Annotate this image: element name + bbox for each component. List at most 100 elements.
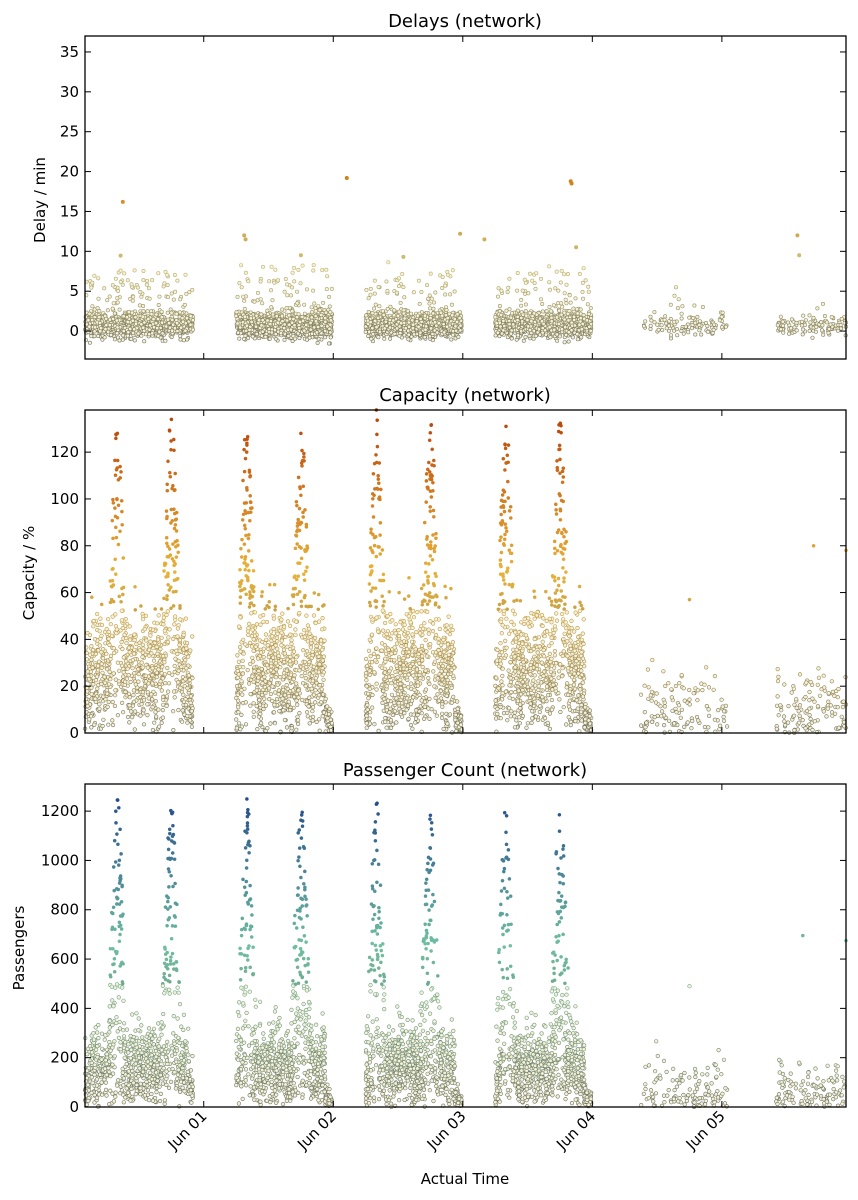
data-point bbox=[668, 333, 673, 338]
data-point bbox=[410, 318, 415, 323]
data-point bbox=[130, 318, 135, 323]
data-point bbox=[649, 318, 654, 323]
data-point bbox=[121, 556, 126, 560]
data-point bbox=[800, 332, 805, 337]
data-point bbox=[125, 315, 130, 320]
data-point bbox=[418, 330, 423, 335]
data-point bbox=[298, 281, 303, 286]
data-point bbox=[579, 335, 584, 340]
data-point bbox=[99, 622, 105, 628]
data-point bbox=[282, 326, 287, 331]
data-point bbox=[406, 320, 411, 325]
data-point bbox=[559, 312, 564, 317]
data-point bbox=[137, 303, 142, 308]
data-point bbox=[391, 313, 396, 318]
data-point bbox=[376, 315, 381, 320]
data-point bbox=[288, 327, 293, 332]
data-point bbox=[443, 283, 448, 288]
data-point bbox=[302, 311, 307, 316]
data-point bbox=[499, 331, 504, 336]
data-point bbox=[242, 306, 247, 311]
data-point bbox=[401, 311, 406, 316]
data-point bbox=[574, 245, 579, 250]
data-point bbox=[121, 328, 126, 333]
data-point bbox=[161, 702, 166, 707]
data-point bbox=[126, 330, 131, 335]
data-point bbox=[416, 324, 421, 329]
data-point bbox=[273, 267, 278, 272]
data-point bbox=[376, 335, 381, 340]
data-point bbox=[87, 311, 92, 316]
data-point bbox=[141, 278, 146, 283]
data-point bbox=[578, 316, 583, 321]
data-point bbox=[304, 337, 309, 342]
data-point bbox=[118, 464, 122, 469]
data-point bbox=[163, 269, 168, 274]
data-point bbox=[794, 328, 799, 333]
data-point bbox=[312, 325, 317, 330]
data-point bbox=[298, 253, 303, 258]
data-point bbox=[127, 720, 132, 725]
data-point bbox=[128, 296, 133, 301]
data-point bbox=[519, 297, 524, 302]
data-point bbox=[551, 303, 556, 308]
data-point bbox=[120, 509, 124, 514]
data-point bbox=[564, 332, 569, 337]
data-point bbox=[160, 320, 165, 325]
data-point bbox=[323, 328, 328, 333]
data-point bbox=[538, 297, 543, 302]
data-point bbox=[588, 306, 593, 311]
data-point bbox=[581, 296, 586, 301]
data-point bbox=[165, 482, 169, 487]
data-point bbox=[99, 326, 104, 331]
data-point bbox=[97, 315, 102, 320]
data-point bbox=[673, 285, 678, 290]
data-point bbox=[102, 335, 107, 340]
data-point bbox=[120, 646, 125, 652]
data-point bbox=[795, 233, 800, 238]
data-point bbox=[533, 286, 538, 291]
data-point bbox=[114, 572, 118, 577]
data-point bbox=[507, 276, 512, 281]
data-point bbox=[110, 718, 115, 723]
data-point bbox=[398, 300, 403, 305]
data-point bbox=[429, 326, 434, 331]
data-point bbox=[154, 714, 159, 719]
data-point bbox=[422, 313, 427, 318]
data-point bbox=[426, 296, 431, 301]
data-point bbox=[115, 713, 120, 718]
data-point bbox=[533, 333, 538, 338]
data-point bbox=[539, 319, 544, 324]
data-point bbox=[549, 309, 554, 314]
data-point bbox=[324, 267, 329, 272]
data-point bbox=[155, 326, 160, 331]
data-point bbox=[392, 331, 397, 336]
data-point bbox=[139, 294, 144, 299]
data-point bbox=[438, 310, 443, 315]
data-point bbox=[452, 289, 457, 294]
data-point bbox=[363, 324, 368, 329]
data-point bbox=[317, 307, 322, 312]
data-point bbox=[309, 331, 314, 336]
data-point bbox=[372, 291, 377, 296]
data-point bbox=[554, 315, 559, 320]
data-point bbox=[283, 276, 288, 281]
y-axis-label: Delay / min bbox=[31, 157, 49, 243]
data-point bbox=[368, 286, 373, 291]
data-point bbox=[138, 289, 143, 294]
data-point bbox=[180, 316, 185, 321]
data-point bbox=[103, 313, 108, 318]
data-point bbox=[668, 302, 673, 307]
data-point bbox=[268, 321, 273, 326]
data-point bbox=[505, 289, 510, 294]
data-point bbox=[190, 287, 195, 292]
data-point bbox=[175, 278, 180, 283]
data-point bbox=[364, 287, 369, 292]
data-point bbox=[328, 335, 333, 340]
data-point bbox=[106, 329, 111, 334]
data-point bbox=[115, 296, 120, 301]
data-point bbox=[377, 329, 382, 334]
data-point bbox=[377, 304, 382, 309]
data-point bbox=[270, 312, 275, 317]
data-point bbox=[555, 338, 560, 343]
